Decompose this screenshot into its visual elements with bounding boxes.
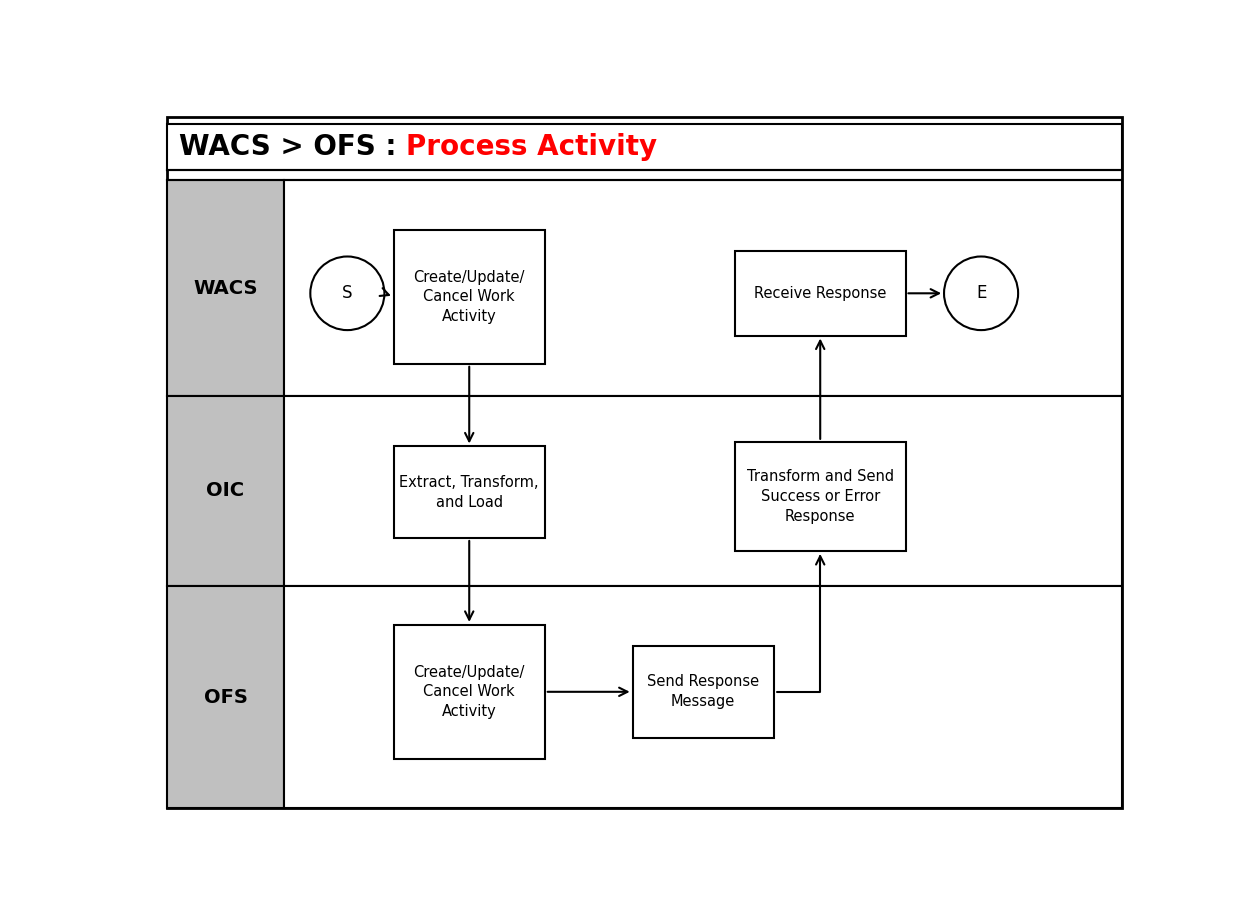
Text: Extract, Transform,
and Load: Extract, Transform, and Load bbox=[400, 474, 538, 509]
Bar bbox=[167, 180, 284, 396]
Text: OFS: OFS bbox=[204, 688, 248, 706]
Text: E: E bbox=[976, 284, 986, 302]
Bar bbox=[394, 625, 545, 758]
Text: Create/Update/
Cancel Work
Activity: Create/Update/ Cancel Work Activity bbox=[414, 664, 525, 719]
Ellipse shape bbox=[944, 256, 1018, 330]
Bar bbox=[284, 396, 1122, 586]
Text: OIC: OIC bbox=[206, 481, 244, 500]
Text: Send Response
Message: Send Response Message bbox=[647, 674, 760, 709]
Text: S: S bbox=[342, 284, 352, 302]
Bar bbox=[284, 180, 1122, 396]
Bar bbox=[394, 230, 545, 364]
Text: Process Activity: Process Activity bbox=[406, 133, 657, 161]
Bar bbox=[735, 442, 906, 551]
Bar bbox=[167, 124, 1122, 169]
Text: Transform and Send
Success or Error
Response: Transform and Send Success or Error Resp… bbox=[747, 469, 893, 524]
Bar bbox=[394, 446, 545, 538]
Bar bbox=[167, 396, 284, 586]
Bar bbox=[167, 586, 284, 808]
Text: Receive Response: Receive Response bbox=[754, 286, 887, 300]
Text: Create/Update/
Cancel Work
Activity: Create/Update/ Cancel Work Activity bbox=[414, 269, 525, 324]
Bar bbox=[735, 251, 906, 335]
Text: WACS > OFS :: WACS > OFS : bbox=[179, 133, 406, 161]
Text: WACS: WACS bbox=[194, 278, 258, 298]
Ellipse shape bbox=[311, 256, 385, 330]
Bar bbox=[633, 646, 774, 737]
Bar bbox=[284, 586, 1122, 808]
